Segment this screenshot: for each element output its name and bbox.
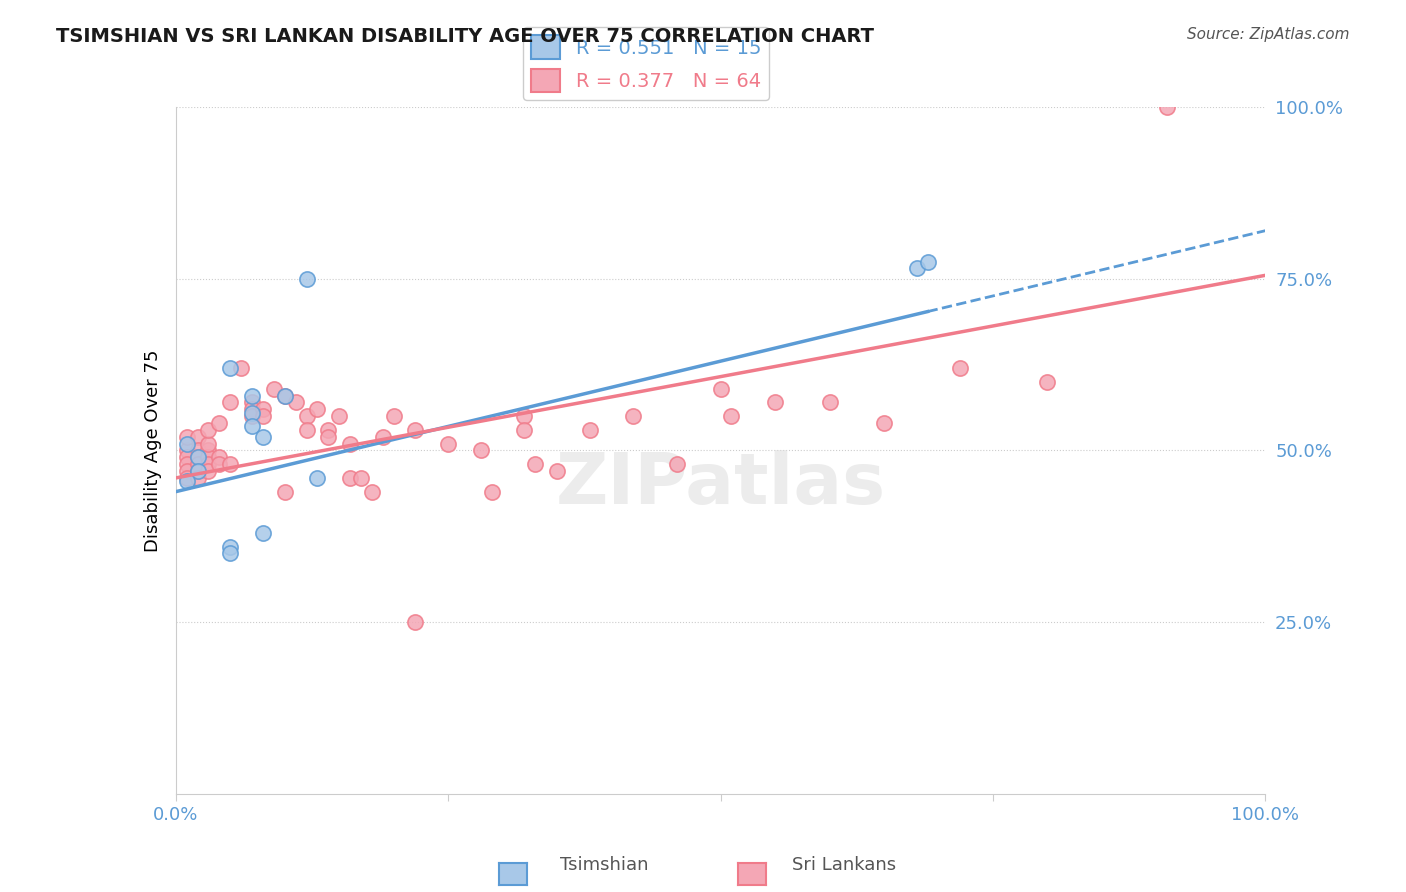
Point [720,409,742,423]
Point [405,615,427,630]
Point [481,484,503,499]
Point [905,261,928,276]
Point [339,471,361,485]
Point [710,382,733,396]
Point [186,430,209,444]
Point [350,471,373,485]
Point [240,402,263,417]
Point [186,464,209,478]
Point [208,457,231,471]
Point [307,471,329,485]
Point [186,450,209,465]
Point [513,409,536,423]
Text: TSIMSHIAN VS SRI LANKAN DISABILITY AGE OVER 75 CORRELATION CHART: TSIMSHIAN VS SRI LANKAN DISABILITY AGE O… [56,27,875,45]
Point [176,471,198,485]
Point [176,475,198,489]
Point [197,423,219,437]
Point [318,423,340,437]
Point [176,457,198,471]
Point [240,419,263,434]
Legend: R = 0.551   N = 15, R = 0.377   N = 64: R = 0.551 N = 15, R = 0.377 N = 64 [523,28,769,100]
Point [873,416,896,430]
Point [176,443,198,458]
Point [219,540,242,554]
Point [295,423,318,437]
Point [186,464,209,478]
Point [318,430,340,444]
Point [240,409,263,423]
Point [219,395,242,409]
Point [1156,100,1178,114]
Point [176,430,198,444]
Point [274,388,297,402]
Text: ZIPatlas: ZIPatlas [555,450,886,519]
Point [252,402,274,417]
Point [371,430,394,444]
Point [818,395,841,409]
Point [240,388,263,402]
Point [295,271,318,285]
Point [949,361,972,376]
Point [307,402,329,417]
Text: Source: ZipAtlas.com: Source: ZipAtlas.com [1187,27,1350,42]
Point [437,436,460,450]
Point [621,409,644,423]
Point [186,450,209,465]
Point [186,457,209,471]
Point [263,382,285,396]
Point [252,525,274,540]
Point [274,388,297,402]
Point [1036,375,1059,389]
Point [197,464,219,478]
Point [252,430,274,444]
Point [186,471,209,485]
Point [219,457,242,471]
Point [917,254,939,268]
Point [176,450,198,465]
Point [666,457,689,471]
Point [231,361,253,376]
Point [176,436,198,450]
Point [513,423,536,437]
Point [274,484,297,499]
Point [252,409,274,423]
Point [524,457,547,471]
Point [186,443,209,458]
Point [176,464,198,478]
Point [208,450,231,465]
Point [240,406,263,420]
Text: Tsimshian: Tsimshian [561,856,648,874]
Point [328,409,350,423]
Point [197,436,219,450]
Point [546,464,568,478]
Point [360,484,382,499]
Point [284,395,307,409]
Y-axis label: Disability Age Over 75: Disability Age Over 75 [143,349,162,552]
Point [197,457,219,471]
Point [240,395,263,409]
Point [219,546,242,561]
Point [579,423,602,437]
Point [405,423,427,437]
Point [219,361,242,376]
Point [339,436,361,450]
Point [197,450,219,465]
Point [295,409,318,423]
Text: Sri Lankans: Sri Lankans [792,856,896,874]
Point [197,443,219,458]
Point [763,395,786,409]
Point [208,416,231,430]
Point [382,409,405,423]
Point [470,443,492,458]
